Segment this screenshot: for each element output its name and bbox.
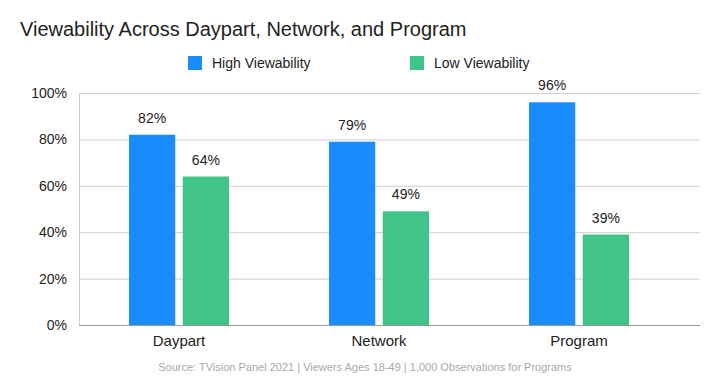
data-label: 49%: [392, 186, 420, 202]
bar: [183, 177, 229, 325]
bar: [383, 211, 429, 325]
x-tick: Program: [550, 325, 608, 349]
bar: [529, 102, 575, 325]
grid-line: [79, 325, 700, 326]
x-tick-label: Daypart: [153, 332, 206, 349]
data-label: 64%: [192, 152, 220, 168]
x-tick-label: Program: [550, 332, 608, 349]
y-tick-label: 20%: [39, 271, 67, 287]
y-axis-line: [80, 94, 701, 326]
x-axis: Daypart Network Program: [79, 325, 700, 349]
x-axis-line: [79, 325, 700, 326]
data-label: 39%: [592, 210, 620, 226]
data-label: 82%: [138, 110, 166, 126]
legend-swatch: [410, 56, 424, 70]
y-tick-label: 80%: [39, 131, 67, 147]
x-tick: Network: [351, 325, 407, 349]
legend-item: Low Viewability: [410, 55, 529, 71]
grid-line: [79, 93, 700, 94]
y-tick-label: 60%: [39, 178, 67, 194]
x-tick: Daypart: [153, 325, 206, 349]
data-label: 79%: [338, 117, 366, 133]
data-label: 96%: [538, 77, 566, 93]
bar: [583, 235, 629, 325]
y-tick-label: 100%: [31, 85, 67, 101]
legend: High Viewability Low Viewability: [188, 55, 529, 71]
bar: [129, 135, 175, 325]
source-note: Source: TVision Panel 2021 | Viewers Age…: [158, 361, 572, 373]
y-axis: 0% 20% 40% 60% 80% 100%: [31, 85, 700, 333]
legend-swatch: [188, 56, 202, 70]
y-tick: 100%: [31, 85, 700, 101]
data-labels: 82% 79% 96% 64% 49% 39%: [138, 77, 620, 225]
y-tick-label: 40%: [39, 224, 67, 240]
bar: [329, 142, 375, 325]
title: Viewability Across Daypart, Network, and…: [20, 18, 466, 40]
chart: Viewability Across Daypart, Network, and…: [0, 0, 720, 383]
bars: [129, 102, 629, 325]
legend-item: High Viewability: [188, 55, 311, 71]
legend-label: Low Viewability: [434, 55, 529, 71]
x-tick-label: Network: [351, 332, 407, 349]
legend-label: High Viewability: [212, 55, 311, 71]
y-tick-label: 0%: [47, 317, 67, 333]
